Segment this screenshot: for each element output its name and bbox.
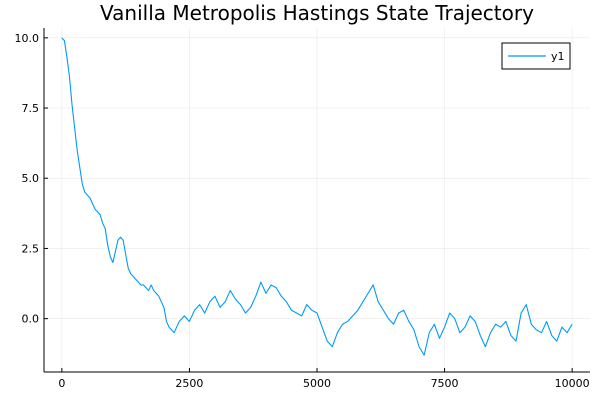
legend-label-y1: y1	[551, 50, 565, 63]
legend: y1	[501, 42, 571, 70]
x-tick-label: 2500	[175, 377, 203, 390]
x-tick-label: 7500	[431, 377, 459, 390]
y-tick-label: 0.0	[22, 313, 40, 326]
y-tick-label: 5.0	[22, 172, 40, 185]
x-tick-label: 0	[58, 377, 65, 390]
chart-title: Vanilla Metropolis Hastings State Trajec…	[100, 1, 534, 25]
y-tick-label: 7.5	[22, 102, 40, 115]
series-line-y1	[61, 37, 573, 356]
axes: 0 2500 5000 7500 10000 0.0 2.5 5.0 7.5 10.0	[15, 28, 590, 390]
x-tick-label: 10000	[555, 377, 590, 390]
grid	[44, 28, 590, 372]
y-tick-label: 10.0	[15, 32, 40, 45]
series-layer	[61, 37, 573, 356]
x-tick-label: 5000	[303, 377, 331, 390]
y-tick-label: 2.5	[22, 242, 40, 255]
